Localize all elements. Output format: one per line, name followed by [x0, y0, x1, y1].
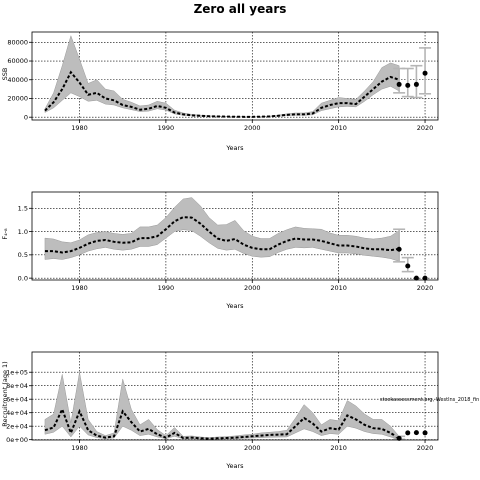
x-tick-label-2: 1990 — [158, 284, 175, 292]
y-tick-label-4: 1.5 — [18, 204, 28, 212]
forecast-point-2018 — [405, 430, 411, 436]
figure-title: Zero all years — [194, 2, 287, 16]
forecast-point-2018 — [405, 82, 411, 88]
x-tick-label-3: 2000 — [244, 284, 261, 292]
plot-frame — [31, 191, 439, 281]
y-axis-label: SSB — [1, 68, 9, 81]
x-tick-label-5: 2020 — [417, 444, 434, 452]
x-axis-label: Years — [225, 302, 244, 310]
x-axis-label: Years — [225, 462, 244, 470]
forecast-point-2017 — [396, 81, 402, 87]
x-tick-label-4: 2010 — [330, 284, 347, 292]
x-tick-label-5: 2020 — [417, 124, 434, 132]
x-tick-label-4: 2010 — [330, 124, 347, 132]
panel-2: 1980 1990 2000 2010 2020 0.0 0.5 1.0 1.5 Years F₄‑… — [1, 191, 439, 310]
confidence-band — [44, 34, 400, 118]
y-tick-label-1: 0.0 — [18, 274, 28, 282]
watermark: stockassessment.org, Westlns_2018_fin — [380, 397, 479, 403]
x-tick-label-3: 2000 — [244, 444, 261, 452]
x-tick-label-1: 1980 — [71, 284, 88, 292]
forecast-point-2020 — [422, 430, 428, 436]
forecast-point-2019 — [413, 81, 419, 87]
x-tick-label-1: 1980 — [71, 444, 88, 452]
x-tick-label-4: 2010 — [330, 444, 347, 452]
x-tick-label-1: 1980 — [71, 124, 88, 132]
y-axis-label: Recruitment (age 1) — [1, 361, 9, 426]
x-axis-label: Years — [225, 144, 244, 152]
y-axis-label: F₄‑₈ — [1, 228, 9, 240]
forecast-point-2017 — [396, 435, 402, 441]
forecast-point-2019 — [413, 275, 419, 281]
estimate-line — [44, 70, 400, 118]
forecast-point-2018 — [405, 263, 411, 269]
y-tick-label-1: 0e+00 — [6, 436, 28, 444]
y-tick-label-4: 6e+04 — [6, 395, 28, 403]
forecast-point-2017 — [396, 246, 402, 252]
y-tick-label-2: 20000 — [7, 95, 28, 103]
x-tick-label-3: 2000 — [244, 124, 261, 132]
y-tick-label-2: 2e+04 — [6, 422, 28, 430]
plot-frame — [31, 31, 439, 121]
confidence-band — [44, 372, 400, 440]
confidence-band — [44, 197, 400, 262]
estimate-line — [44, 216, 400, 254]
y-tick-label-5: 80000 — [7, 38, 28, 46]
x-tick-label-2: 1990 — [158, 444, 175, 452]
y-tick-label-1: 0 — [24, 113, 28, 121]
y-tick-label-3: 40000 — [7, 76, 28, 84]
y-tick-label-5: 8e+04 — [6, 382, 28, 390]
y-tick-label-3: 1.0 — [18, 228, 28, 236]
y-tick-label-6: 1e+05 — [6, 368, 28, 376]
x-tick-label-2: 1990 — [158, 124, 175, 132]
panel-1: 1980 1990 2000 2010 2020 0 20000 40000 60000 8000… — [1, 31, 439, 152]
forecast-point-2020 — [422, 70, 428, 76]
forecast-point-2019 — [413, 430, 419, 436]
y-tick-label-4: 60000 — [7, 57, 28, 65]
panel-3: 1980 1990 2000 2010 2020 0e+00 2e+04 4e+04 6e+04… — [1, 351, 439, 470]
x-tick-label-5: 2020 — [417, 284, 434, 292]
plot-frame — [31, 351, 439, 441]
forecast-point-2020 — [422, 275, 428, 281]
y-tick-label-3: 4e+04 — [6, 409, 28, 417]
estimate-line — [44, 406, 400, 440]
y-tick-label-2: 0.5 — [18, 251, 28, 259]
